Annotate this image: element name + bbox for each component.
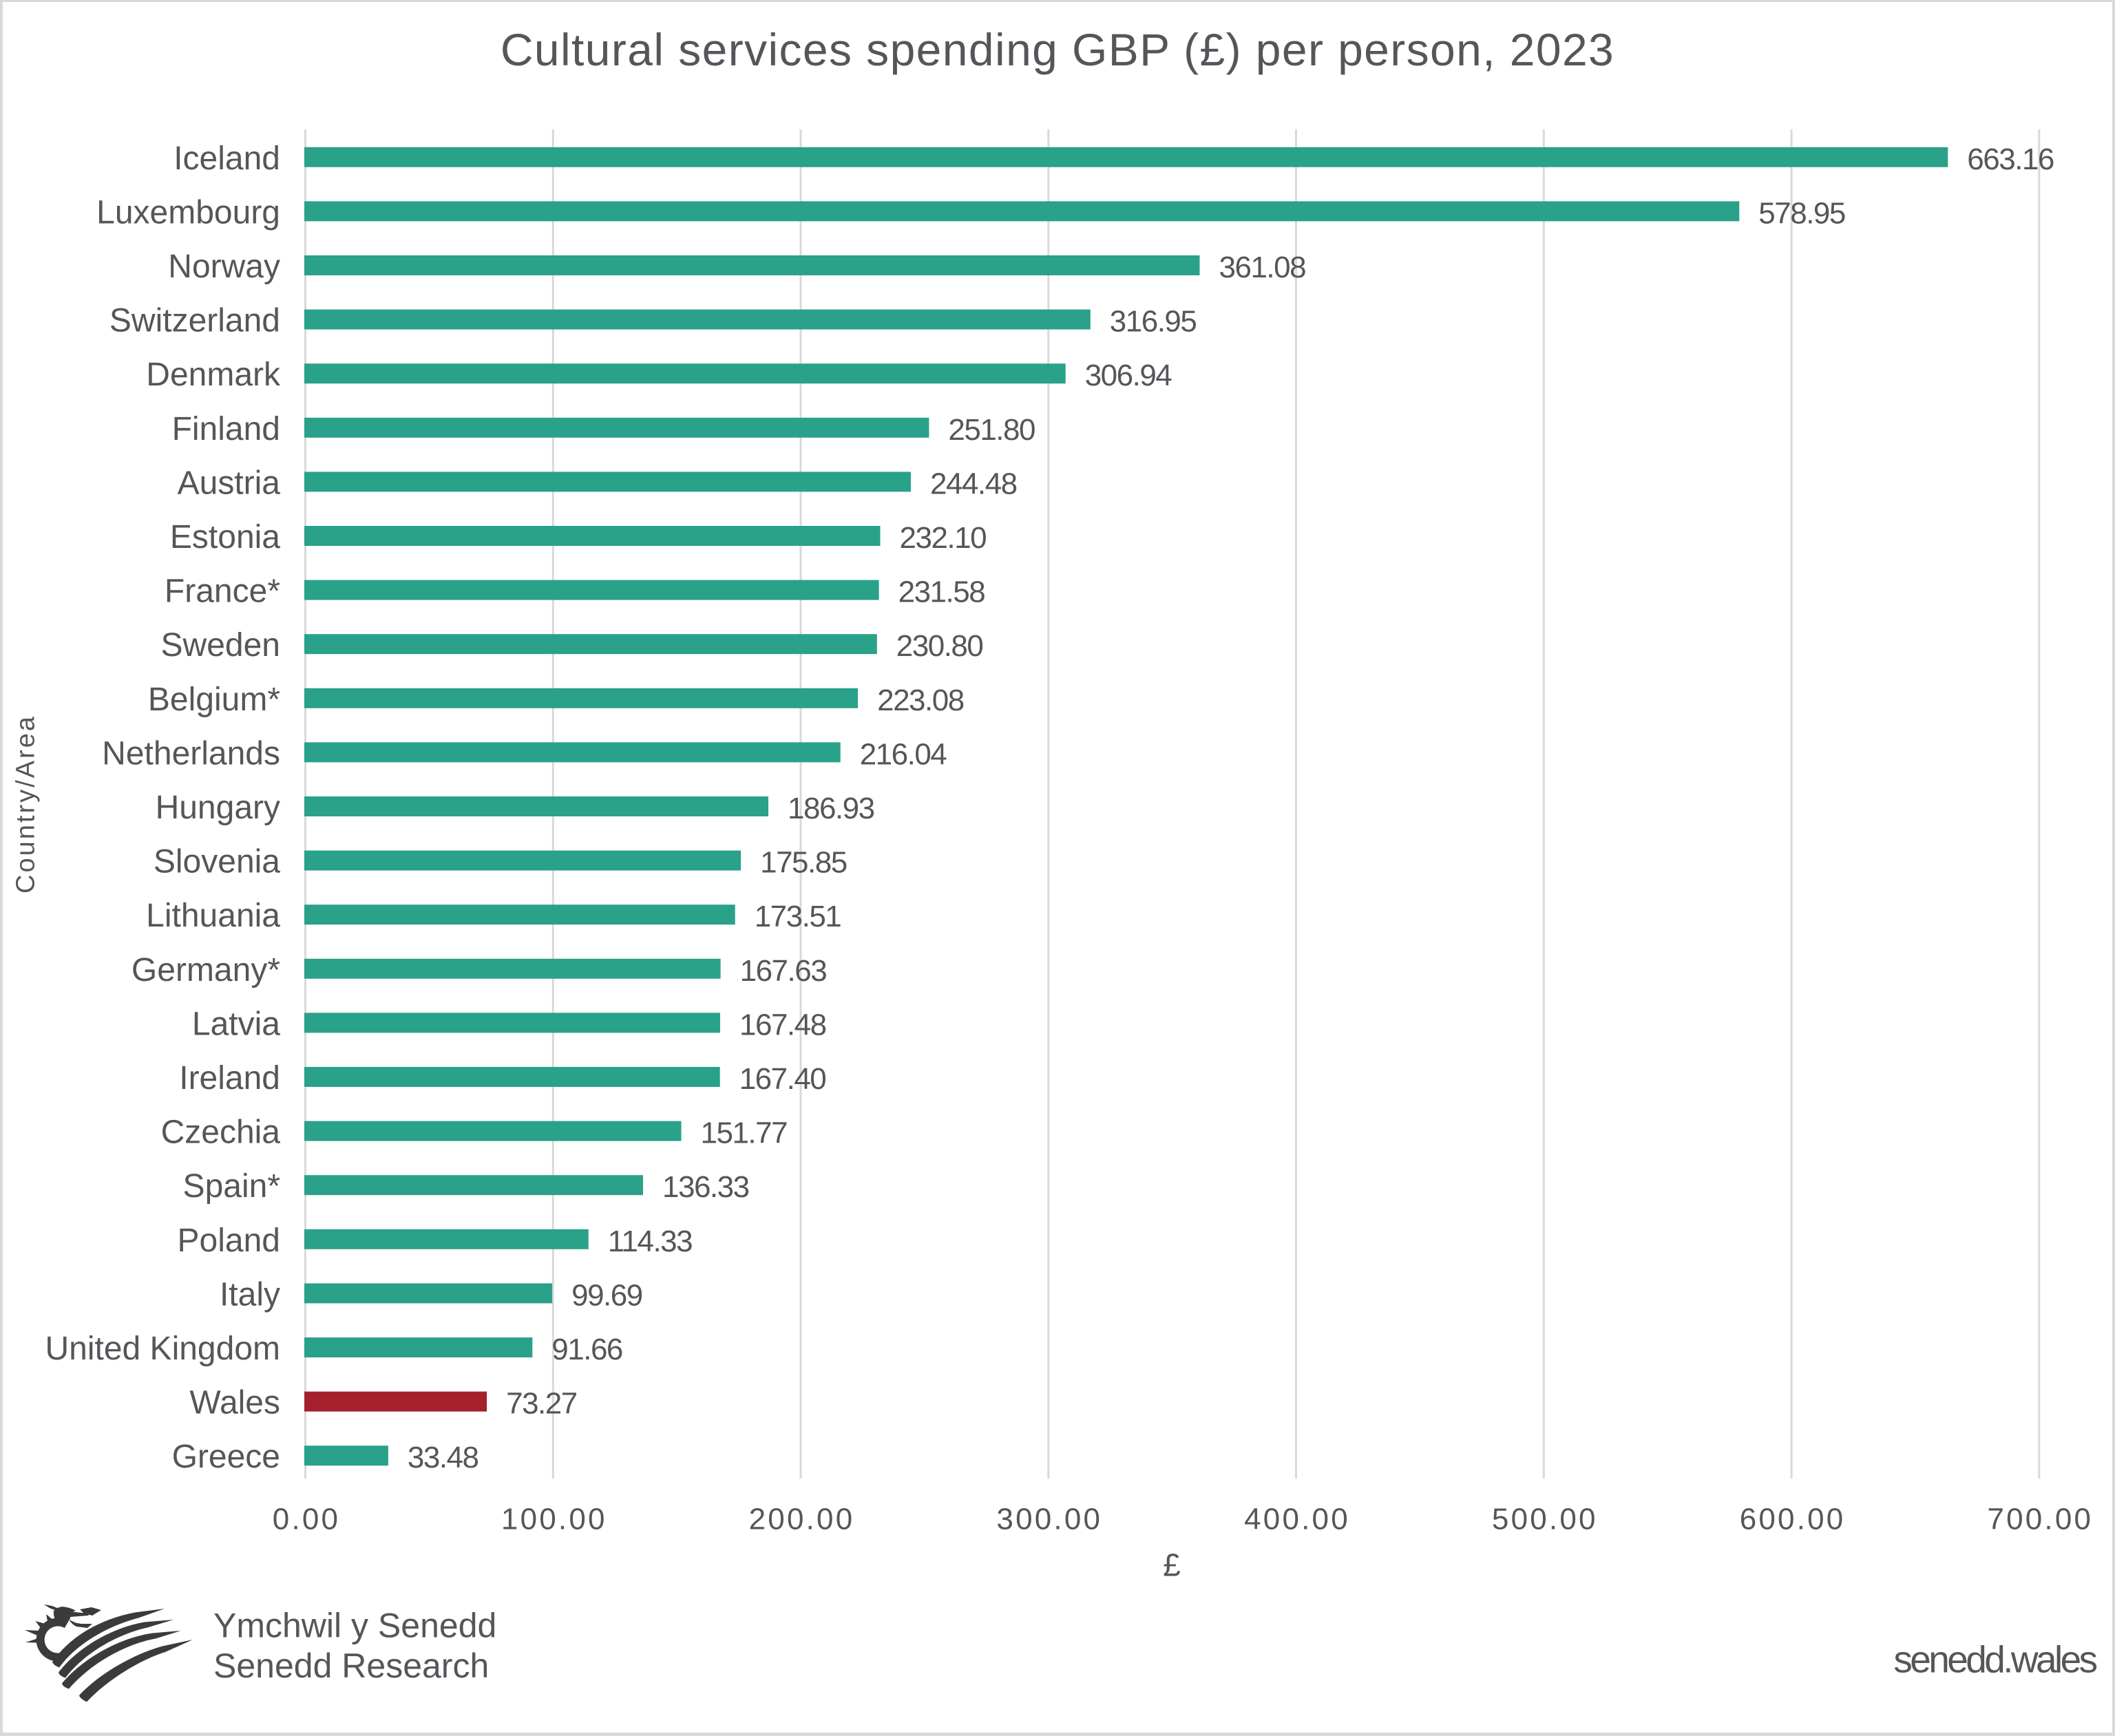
svg-text:167.48: 167.48	[739, 1008, 826, 1041]
svg-text:France*: France*	[165, 573, 280, 610]
svg-text:663.16: 663.16	[1967, 142, 2054, 176]
svg-text:Spain*: Spain*	[183, 1168, 280, 1205]
svg-text:Ymchwil y Senedd: Ymchwil y Senedd	[213, 1607, 496, 1645]
svg-text:Belgium*: Belgium*	[148, 681, 280, 718]
svg-text:700.00: 700.00	[1987, 1503, 2093, 1536]
svg-text:231.58: 231.58	[898, 575, 985, 609]
svg-text:Lithuania: Lithuania	[146, 898, 280, 934]
svg-text:Country/Area: Country/Area	[12, 714, 41, 893]
svg-text:Netherlands: Netherlands	[102, 735, 280, 772]
svg-text:Cultural services spending GBP: Cultural services spending GBP (£) per p…	[501, 24, 1614, 75]
svg-text:United Kingdom: United Kingdom	[45, 1331, 280, 1367]
svg-text:175.85: 175.85	[760, 846, 847, 880]
svg-text:244.48: 244.48	[930, 467, 1017, 500]
svg-text:Senedd Research: Senedd Research	[213, 1647, 489, 1685]
svg-text:216.04: 216.04	[860, 737, 947, 771]
svg-text:Slovenia: Slovenia	[154, 844, 280, 880]
svg-text:senedd.wales: senedd.wales	[1893, 1638, 2096, 1681]
svg-text:200.00: 200.00	[749, 1503, 855, 1536]
svg-text:Finland: Finland	[172, 411, 280, 447]
svg-text:Czechia: Czechia	[161, 1114, 281, 1151]
svg-text:Switzerland: Switzerland	[109, 303, 280, 339]
svg-text:230.80: 230.80	[896, 629, 983, 663]
svg-text:167.63: 167.63	[740, 954, 827, 988]
svg-text:Ireland: Ireland	[179, 1060, 280, 1097]
svg-text:232.10: 232.10	[900, 521, 987, 555]
svg-text:186.93: 186.93	[788, 792, 874, 825]
svg-text:151.77: 151.77	[701, 1116, 788, 1150]
svg-text:Latvia: Latvia	[192, 1006, 280, 1042]
svg-text:Hungary: Hungary	[156, 790, 280, 826]
svg-text:167.40: 167.40	[739, 1062, 826, 1096]
svg-text:Italy: Italy	[220, 1276, 280, 1313]
svg-text:316.95: 316.95	[1110, 305, 1197, 339]
svg-text:223.08: 223.08	[877, 684, 964, 717]
svg-text:Greece: Greece	[172, 1439, 280, 1475]
svg-text:Germany*: Germany*	[131, 952, 280, 988]
svg-text:114.33: 114.33	[608, 1225, 692, 1258]
svg-text:Estonia: Estonia	[170, 519, 280, 555]
svg-text:136.33: 136.33	[662, 1170, 749, 1204]
svg-text:173.51: 173.51	[755, 900, 841, 933]
svg-text:Iceland: Iceland	[173, 140, 280, 177]
svg-text:Luxembourg: Luxembourg	[96, 194, 280, 231]
svg-text:100.00: 100.00	[501, 1503, 607, 1536]
svg-text:500.00: 500.00	[1492, 1503, 1598, 1536]
svg-text:361.08: 361.08	[1219, 251, 1306, 284]
svg-text:99.69: 99.69	[571, 1278, 642, 1312]
svg-text:£: £	[1163, 1547, 1181, 1583]
svg-text:251.80: 251.80	[948, 413, 1035, 447]
svg-text:600.00: 600.00	[1740, 1503, 1846, 1536]
svg-text:Austria: Austria	[178, 465, 281, 501]
svg-text:Wales: Wales	[189, 1385, 280, 1421]
svg-text:73.27: 73.27	[506, 1387, 577, 1421]
svg-text:Poland: Poland	[178, 1222, 280, 1259]
svg-text:400.00: 400.00	[1244, 1503, 1350, 1536]
svg-text:33.48: 33.48	[408, 1441, 478, 1474]
svg-text:Norway: Norway	[168, 248, 280, 285]
svg-text:578.95: 578.95	[1758, 196, 1845, 230]
svg-text:Denmark: Denmark	[146, 357, 281, 393]
svg-text:Sweden: Sweden	[161, 627, 280, 664]
svg-text:306.94: 306.94	[1085, 359, 1172, 392]
svg-text:300.00: 300.00	[996, 1503, 1102, 1536]
svg-text:0.00: 0.00	[273, 1503, 340, 1536]
svg-text:91.66: 91.66	[551, 1333, 622, 1366]
